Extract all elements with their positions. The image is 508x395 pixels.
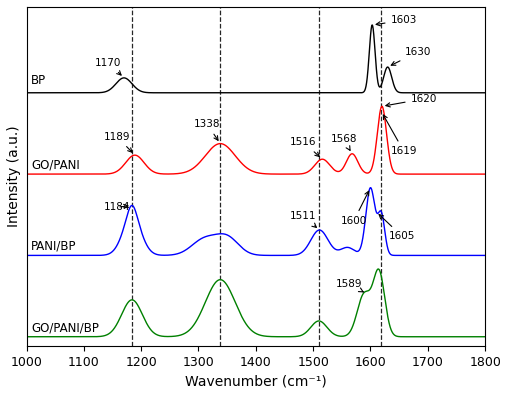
- Text: 1619: 1619: [384, 115, 417, 156]
- Text: GO/PANI/BP: GO/PANI/BP: [31, 321, 99, 334]
- Text: 1605: 1605: [379, 214, 415, 241]
- Text: 1170: 1170: [96, 58, 122, 75]
- Text: 1630: 1630: [391, 47, 431, 65]
- X-axis label: Wavenumber (cm⁻¹): Wavenumber (cm⁻¹): [185, 374, 327, 388]
- Text: 1338: 1338: [194, 119, 220, 140]
- Text: 1184: 1184: [104, 202, 131, 212]
- Text: 1589: 1589: [336, 279, 363, 292]
- Text: 1600: 1600: [341, 191, 369, 226]
- Text: 1620: 1620: [386, 94, 437, 107]
- Text: 1568: 1568: [330, 134, 357, 150]
- Text: 1189: 1189: [104, 132, 132, 152]
- Text: 1511: 1511: [290, 211, 316, 228]
- Y-axis label: Intensity (a.u.): Intensity (a.u.): [7, 126, 21, 227]
- Text: PANI/BP: PANI/BP: [31, 240, 77, 253]
- Text: 1603: 1603: [376, 15, 417, 26]
- Text: BP: BP: [31, 74, 46, 87]
- Text: 1516: 1516: [290, 137, 320, 156]
- Text: GO/PANI: GO/PANI: [31, 158, 80, 171]
